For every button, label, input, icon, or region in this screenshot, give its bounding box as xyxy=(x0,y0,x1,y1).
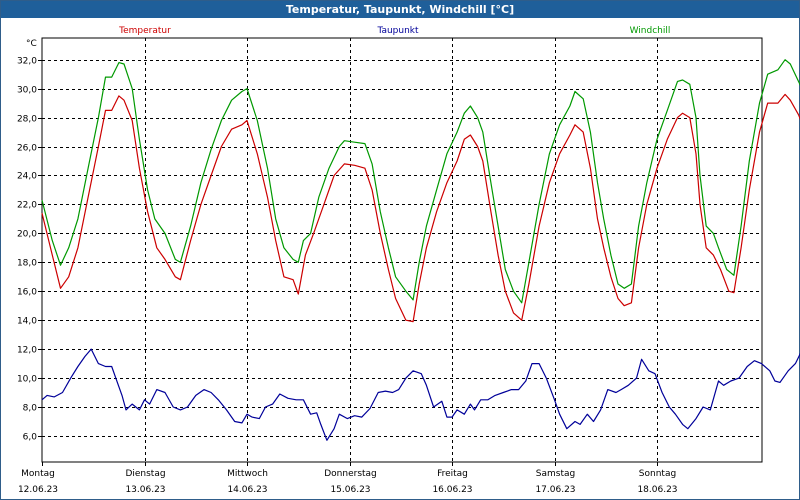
x-tick-label-day: Sonntag xyxy=(639,469,676,479)
y-tick-label: 24,0 xyxy=(17,172,37,182)
y-tick-label: 22,0 xyxy=(17,201,37,211)
y-tick-label: 10,0 xyxy=(17,375,37,385)
series-line-taupunkt xyxy=(41,348,800,441)
legend-taupunkt: Taupunkt xyxy=(376,26,419,36)
y-tick-label: 12,0 xyxy=(17,346,37,356)
x-tick-label-day: Donnerstag xyxy=(324,469,377,479)
x-tick-label-day: Montag xyxy=(21,469,55,479)
y-tick-label: 8,0 xyxy=(23,404,38,414)
x-tick-label-day: Freitag xyxy=(437,469,468,479)
legend-temperatur: Temperatur xyxy=(118,26,171,36)
x-tick-label-date: 13.06.23 xyxy=(125,485,165,495)
y-tick-label: 16,0 xyxy=(17,288,37,298)
legend-windchill: Windchill xyxy=(630,26,671,36)
x-tick-label-day: Mittwoch xyxy=(227,469,268,479)
x-tick-label-day: Dienstag xyxy=(125,469,165,479)
y-axis-label: °C xyxy=(26,39,37,49)
x-tick-label-date: 12.06.23 xyxy=(18,485,58,495)
y-tick-label: 6,0 xyxy=(23,433,38,443)
y-tick-label: 26,0 xyxy=(17,144,37,154)
series-line-windchill xyxy=(41,59,800,304)
chart-title: Temperatur, Taupunkt, Windchill [°C] xyxy=(1,1,799,18)
y-tick-label: 30,0 xyxy=(17,86,37,96)
y-tick-label: 14,0 xyxy=(17,317,37,327)
x-tick-label-date: 14.06.23 xyxy=(227,485,267,495)
y-tick-label: 28,0 xyxy=(17,115,37,125)
x-tick-label-date: 17.06.23 xyxy=(535,485,575,495)
y-tick-label: 18,0 xyxy=(17,259,37,269)
y-tick-label: 20,0 xyxy=(17,230,37,240)
x-tick-label-date: 18.06.23 xyxy=(637,485,677,495)
x-tick-label-date: 16.06.23 xyxy=(432,485,472,495)
x-tick-label-date: 15.06.23 xyxy=(330,485,370,495)
x-tick-label-day: Samstag xyxy=(536,469,575,479)
series-line-temperatur xyxy=(41,93,800,323)
y-tick-label: 32,0 xyxy=(17,57,37,67)
plot-area xyxy=(41,37,763,463)
